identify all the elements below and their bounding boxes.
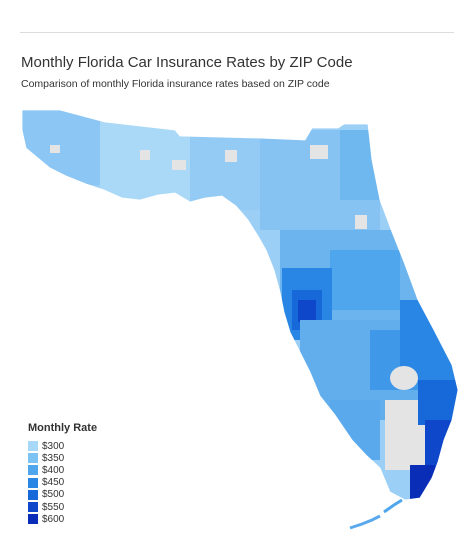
legend-item: $600	[28, 513, 97, 525]
page-title: Monthly Florida Car Insurance Rates by Z…	[21, 54, 353, 71]
legend-label: $600	[42, 513, 65, 525]
legend-label: $400	[42, 464, 65, 476]
legend-items: $300 $350 $400 $450 $500 $550 $600	[28, 440, 97, 525]
legend-swatch	[28, 465, 38, 476]
legend: Monthly Rate $300 $350 $400 $450 $500 $550 $60…	[28, 422, 97, 525]
legend-item: $300	[28, 440, 97, 452]
legend-label: $300	[42, 440, 65, 452]
legend-label: $450	[42, 477, 65, 489]
florida-keys	[349, 498, 403, 530]
page-subtitle: Comparison of monthly Florida insurance …	[21, 78, 330, 90]
legend-swatch	[28, 489, 38, 500]
legend-swatch	[28, 514, 38, 525]
header-divider	[20, 32, 454, 33]
legend-label: $550	[42, 501, 65, 513]
legend-swatch	[28, 502, 38, 513]
legend-item: $450	[28, 477, 97, 489]
legend-swatch	[28, 477, 38, 488]
legend-title: Monthly Rate	[28, 422, 98, 434]
legend-item: $500	[28, 489, 97, 501]
legend-swatch	[28, 441, 38, 452]
legend-label: $350	[42, 452, 65, 464]
legend-item: $550	[28, 501, 97, 513]
legend-item: $350	[28, 452, 97, 464]
legend-swatch	[28, 453, 38, 464]
legend-item: $400	[28, 464, 97, 476]
legend-label: $500	[42, 489, 65, 501]
